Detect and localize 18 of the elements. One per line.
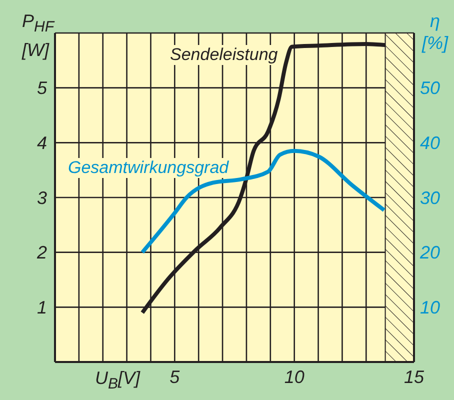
y-tick-label: 3: [36, 188, 47, 208]
y2-axis-title: η [%]: [420, 10, 450, 54]
x-axis-title: U$_{B}$[V]: [95, 368, 140, 393]
y-tick-label: 1: [36, 298, 47, 318]
y2-tick-label: 10: [420, 298, 440, 318]
y2-tick-label: 50: [420, 78, 440, 98]
y-tick-label: 4: [36, 133, 47, 154]
y2-tick-label: 30: [420, 188, 440, 208]
y-axis-title: P$_{HF}$ [W]: [22, 10, 54, 61]
y-tick-label: 5: [36, 78, 48, 98]
x-tick-label: 5: [170, 366, 181, 387]
series-label: Gesamtwirkungsgrad: [68, 158, 229, 178]
x-tick-label: 10: [284, 366, 304, 387]
y2-tick-label: 40: [420, 133, 440, 154]
y2-tick-label: 20: [418, 242, 440, 263]
series-label: Sendeleistung: [170, 45, 278, 65]
x-tick-label: 15: [404, 366, 425, 387]
y-tick-label: 2: [36, 242, 47, 263]
